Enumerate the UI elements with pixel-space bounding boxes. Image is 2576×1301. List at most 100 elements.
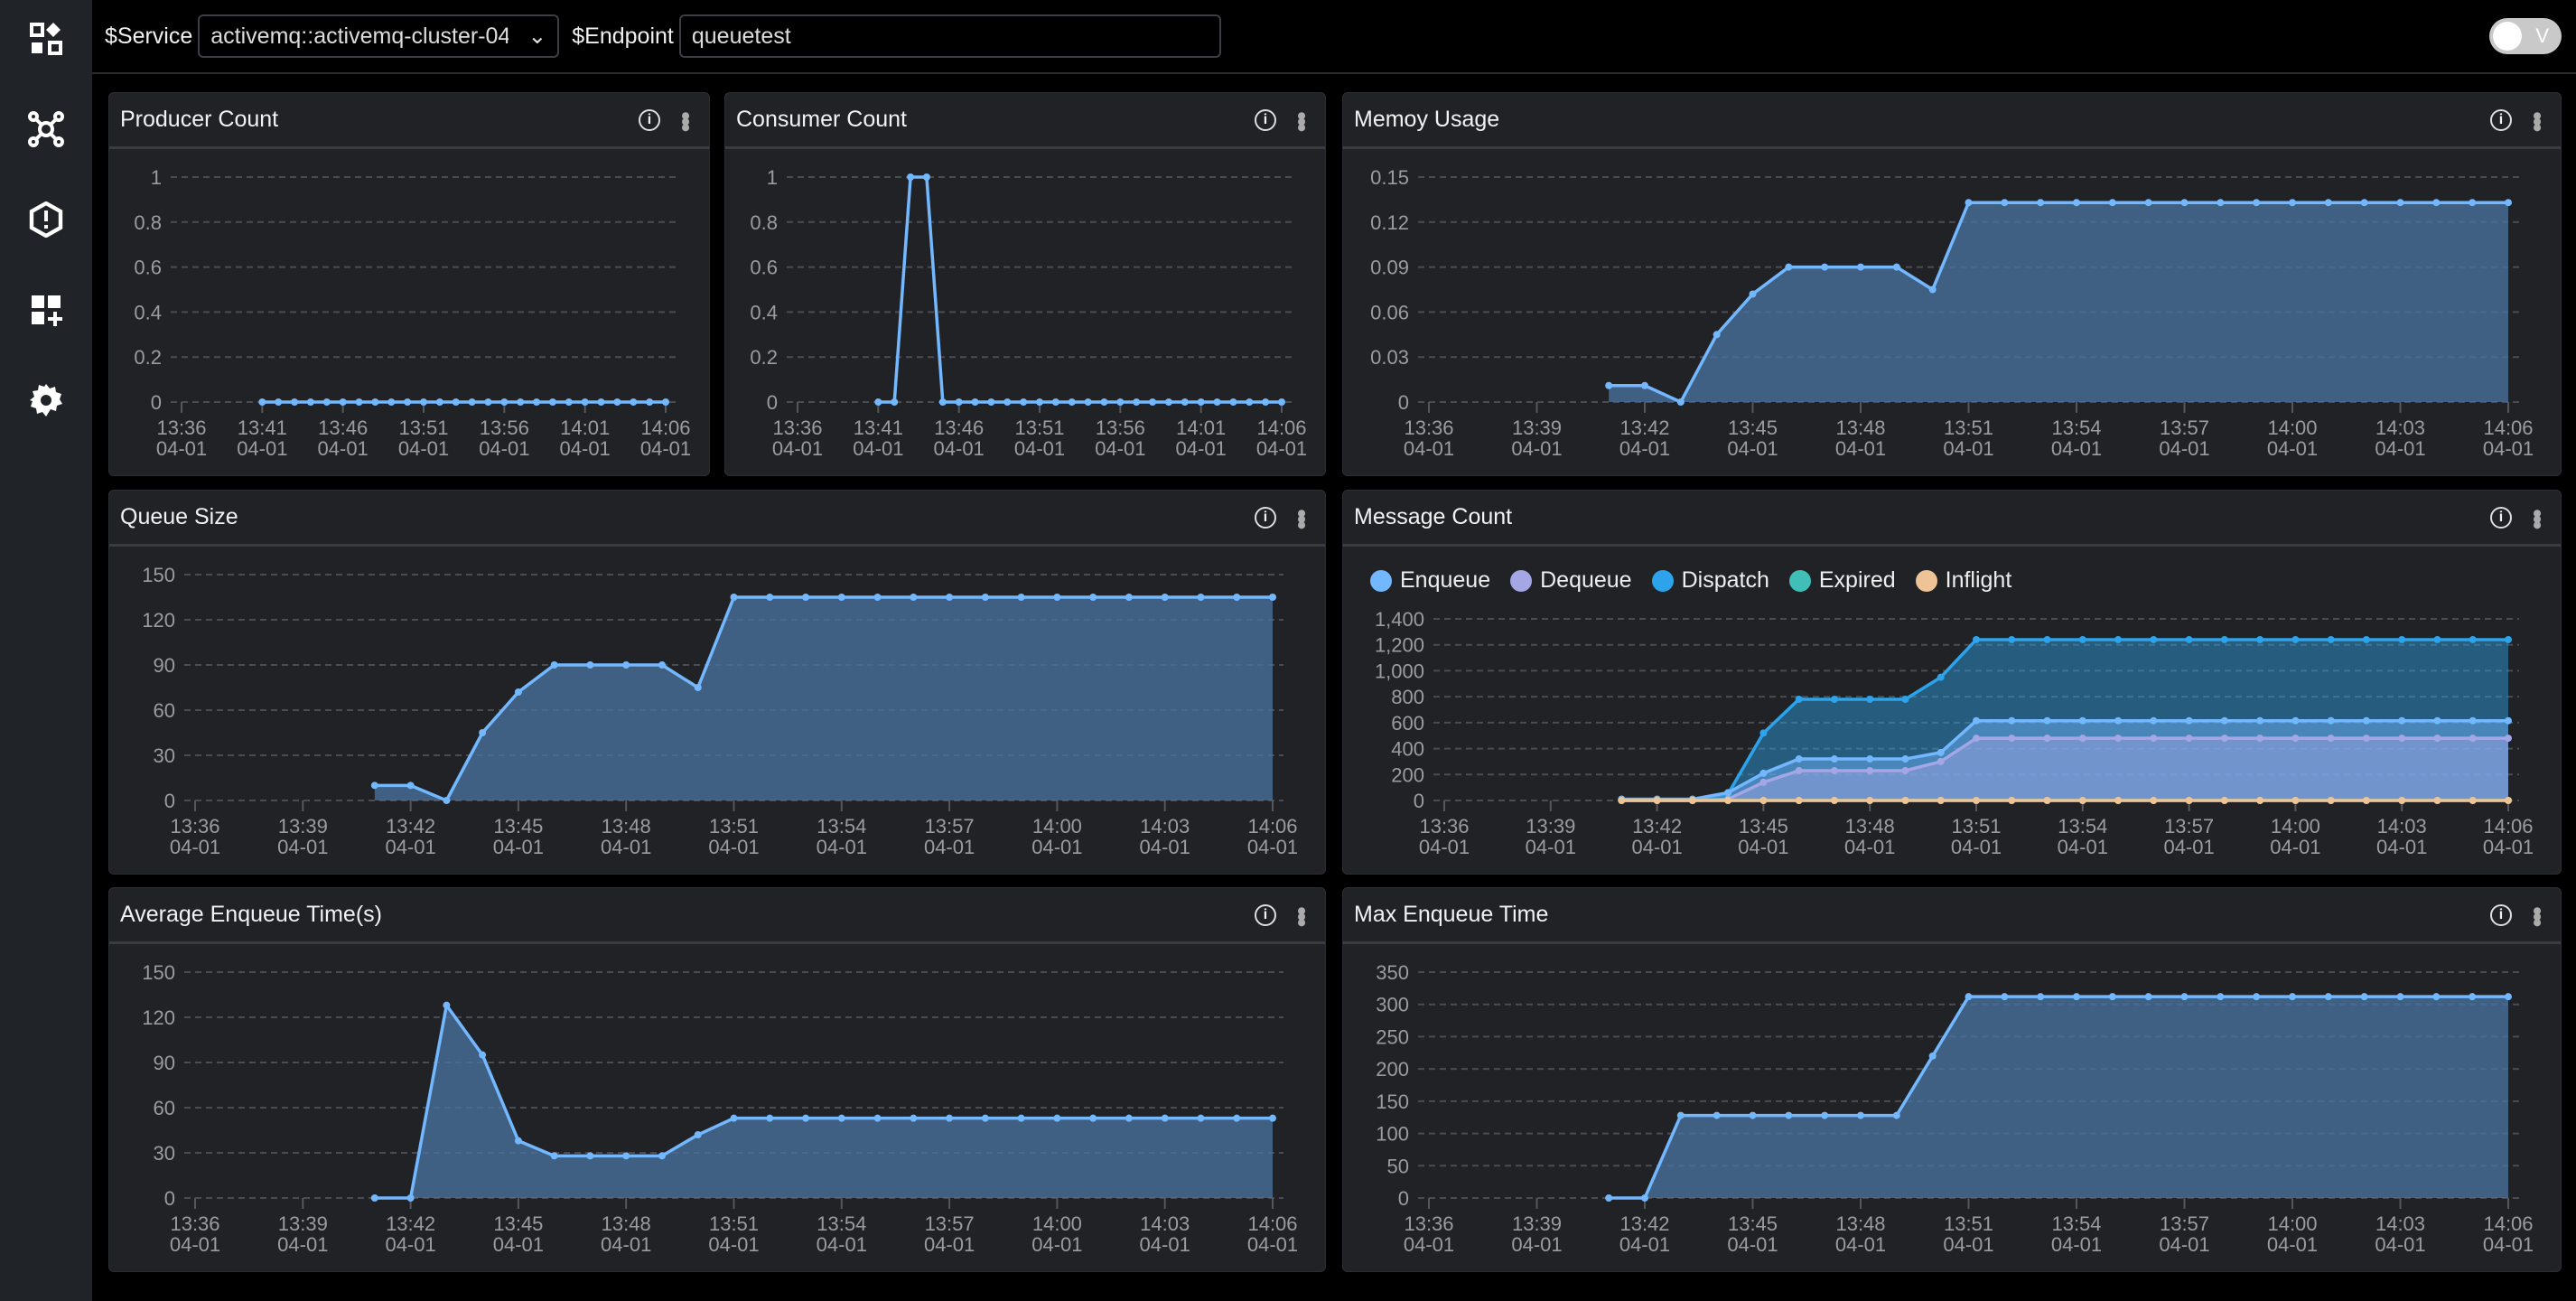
data-point[interactable] bbox=[1197, 594, 1205, 601]
data-point[interactable] bbox=[1928, 1052, 1937, 1060]
data-point[interactable] bbox=[2433, 716, 2441, 725]
data-point[interactable] bbox=[2078, 716, 2086, 725]
data-point[interactable] bbox=[2185, 635, 2193, 643]
data-point[interactable] bbox=[1901, 797, 1909, 804]
data-point[interactable] bbox=[1017, 594, 1025, 601]
data-point[interactable] bbox=[1937, 797, 1945, 804]
data-point[interactable] bbox=[2398, 797, 2406, 804]
more-menu-icon[interactable]: ••• bbox=[1286, 508, 1316, 527]
data-point[interactable] bbox=[837, 1114, 845, 1122]
data-point[interactable] bbox=[420, 398, 427, 406]
data-point[interactable] bbox=[2185, 716, 2193, 725]
data-point[interactable] bbox=[514, 688, 522, 696]
data-point[interactable] bbox=[938, 398, 947, 406]
more-menu-icon[interactable]: ••• bbox=[1286, 905, 1316, 924]
data-point[interactable] bbox=[2469, 635, 2477, 643]
data-point[interactable] bbox=[981, 594, 989, 601]
data-point[interactable] bbox=[1068, 398, 1076, 406]
data-point[interactable] bbox=[802, 1114, 810, 1122]
data-point[interactable] bbox=[2114, 635, 2123, 643]
data-point[interactable] bbox=[1269, 594, 1276, 601]
info-icon[interactable]: i bbox=[639, 108, 660, 131]
data-point[interactable] bbox=[1724, 797, 1732, 804]
data-point[interactable] bbox=[694, 684, 702, 691]
data-point[interactable] bbox=[622, 1152, 630, 1160]
data-point[interactable] bbox=[874, 398, 882, 406]
data-point[interactable] bbox=[873, 594, 882, 601]
data-point[interactable] bbox=[484, 398, 492, 406]
data-point[interactable] bbox=[452, 398, 460, 406]
data-point[interactable] bbox=[1759, 778, 1768, 786]
data-point[interactable] bbox=[2362, 735, 2370, 743]
data-point[interactable] bbox=[1713, 331, 1721, 339]
data-point[interactable] bbox=[2108, 993, 2116, 1001]
data-point[interactable] bbox=[1785, 1111, 1793, 1119]
data-point[interactable] bbox=[2253, 199, 2261, 207]
data-point[interactable] bbox=[1830, 797, 1838, 804]
data-point[interactable] bbox=[946, 1114, 954, 1122]
more-menu-icon[interactable]: ••• bbox=[2522, 508, 2552, 527]
data-point[interactable] bbox=[2289, 993, 2296, 1001]
data-point[interactable] bbox=[2469, 993, 2477, 1001]
data-point[interactable] bbox=[1181, 398, 1189, 406]
more-menu-icon[interactable]: ••• bbox=[670, 110, 700, 129]
data-point[interactable] bbox=[2469, 716, 2477, 725]
data-point[interactable] bbox=[630, 398, 638, 406]
data-point[interactable] bbox=[2253, 993, 2261, 1001]
data-point[interactable] bbox=[1830, 755, 1838, 763]
data-point[interactable] bbox=[910, 594, 918, 601]
data-point[interactable] bbox=[2008, 716, 2016, 725]
data-point[interactable] bbox=[873, 1114, 882, 1122]
data-point[interactable] bbox=[1866, 755, 1874, 763]
data-point[interactable] bbox=[2505, 993, 2512, 1001]
data-point[interactable] bbox=[2505, 797, 2512, 804]
data-point[interactable] bbox=[370, 782, 378, 790]
data-point[interactable] bbox=[1973, 635, 1980, 643]
info-icon[interactable]: i bbox=[1255, 903, 1276, 926]
data-point[interactable] bbox=[406, 1194, 415, 1202]
data-point[interactable] bbox=[1795, 755, 1803, 763]
data-point[interactable] bbox=[2291, 716, 2300, 725]
data-point[interactable] bbox=[922, 173, 930, 181]
data-point[interactable] bbox=[387, 398, 396, 406]
data-point[interactable] bbox=[891, 398, 899, 406]
data-point[interactable] bbox=[658, 1152, 666, 1160]
data-point[interactable] bbox=[322, 398, 331, 406]
data-point[interactable] bbox=[479, 729, 487, 736]
data-point[interactable] bbox=[2291, 735, 2300, 743]
data-point[interactable] bbox=[730, 1114, 738, 1122]
data-point[interactable] bbox=[339, 398, 347, 406]
data-point[interactable] bbox=[2217, 199, 2225, 207]
data-point[interactable] bbox=[1053, 594, 1061, 601]
data-point[interactable] bbox=[2001, 199, 2009, 207]
data-point[interactable] bbox=[1116, 398, 1125, 406]
data-point[interactable] bbox=[730, 594, 738, 601]
data-point[interactable] bbox=[550, 661, 558, 669]
data-point[interactable] bbox=[2291, 797, 2300, 804]
data-point[interactable] bbox=[646, 398, 654, 406]
data-point[interactable] bbox=[2073, 993, 2080, 1001]
data-point[interactable] bbox=[443, 797, 451, 804]
data-point[interactable] bbox=[1901, 696, 1909, 704]
data-point[interactable] bbox=[2037, 993, 2045, 1001]
data-point[interactable] bbox=[1605, 1194, 1613, 1202]
data-point[interactable] bbox=[2150, 635, 2158, 643]
data-point[interactable] bbox=[1133, 398, 1141, 406]
data-point[interactable] bbox=[1785, 263, 1793, 271]
data-point[interactable] bbox=[2396, 199, 2404, 207]
data-point[interactable] bbox=[404, 398, 412, 406]
data-point[interactable] bbox=[565, 398, 573, 406]
data-point[interactable] bbox=[2220, 797, 2228, 804]
data-point[interactable] bbox=[1197, 1114, 1205, 1122]
data-point[interactable] bbox=[2114, 735, 2123, 743]
data-point[interactable] bbox=[2256, 735, 2264, 743]
data-point[interactable] bbox=[1641, 1194, 1648, 1202]
data-point[interactable] bbox=[1051, 398, 1059, 406]
data-point[interactable] bbox=[2073, 199, 2080, 207]
data-point[interactable] bbox=[1937, 757, 1945, 765]
info-icon[interactable]: i bbox=[2490, 903, 2512, 926]
data-point[interactable] bbox=[1937, 673, 1945, 681]
data-point[interactable] bbox=[1937, 748, 1945, 756]
data-point[interactable] bbox=[955, 398, 963, 406]
data-point[interactable] bbox=[2291, 635, 2300, 643]
